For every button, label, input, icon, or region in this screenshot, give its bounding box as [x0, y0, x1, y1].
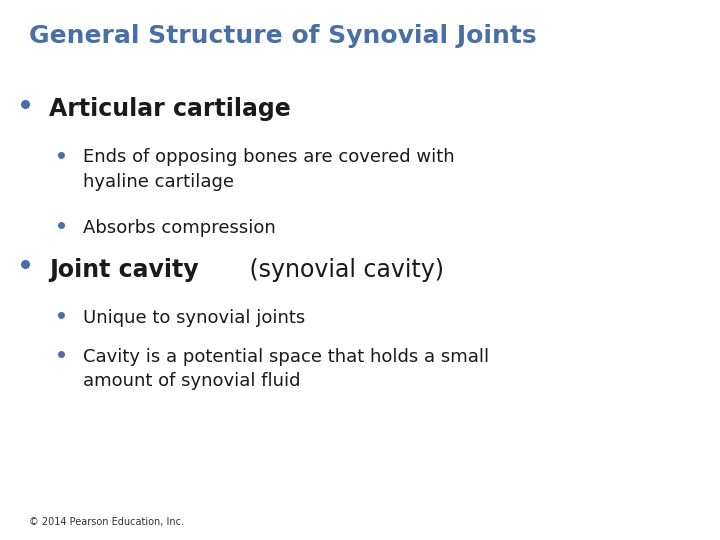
Text: Unique to synovial joints: Unique to synovial joints: [83, 309, 305, 327]
Text: Ends of opposing bones are covered with
hyaline cartilage: Ends of opposing bones are covered with …: [83, 148, 454, 191]
Text: © 2014 Pearson Education, Inc.: © 2014 Pearson Education, Inc.: [29, 516, 184, 526]
Text: Articular cartilage: Articular cartilage: [49, 97, 291, 121]
Text: Cavity is a potential space that holds a small
amount of synovial fluid: Cavity is a potential space that holds a…: [83, 348, 489, 390]
Text: Absorbs compression: Absorbs compression: [83, 219, 276, 237]
Text: General Structure of Synovial Joints: General Structure of Synovial Joints: [29, 24, 536, 48]
Text: Joint cavity: Joint cavity: [49, 258, 199, 281]
Text: (synovial cavity): (synovial cavity): [242, 258, 444, 281]
